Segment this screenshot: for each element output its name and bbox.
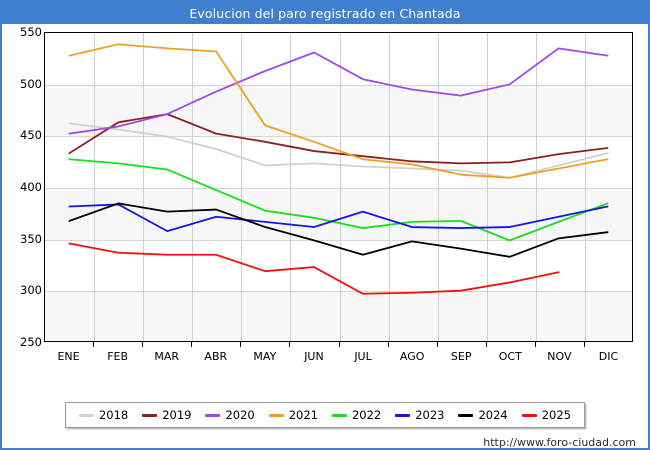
plot-area: [44, 32, 633, 342]
plot-band: [45, 84, 632, 137]
gridline-vertical: [192, 33, 194, 341]
legend-label: 2025: [541, 408, 572, 422]
x-axis-tick-label: OCT: [498, 350, 522, 363]
legend-swatch-icon: [521, 413, 537, 417]
x-axis-tick-label: JUL: [354, 350, 372, 363]
legend-label: 2022: [351, 408, 382, 422]
x-axis-tick-label: MAY: [253, 350, 277, 363]
legend-item-2025[interactable]: 2025: [521, 408, 572, 422]
gridline-vertical: [388, 33, 390, 341]
y-axis-labels: 250 300 350 400 450 500 550: [2, 25, 42, 349]
x-axis-tick-label: FEB: [107, 350, 129, 363]
x-axis-tick: [289, 342, 291, 347]
y-axis-tick-label: 400: [20, 180, 42, 194]
x-axis-tick: [93, 342, 95, 347]
x-axis-tick: [387, 342, 389, 347]
legend-swatch-icon: [331, 413, 347, 417]
chart-legend: 2018 2019 2020 2021 2022 2023 2024 2025: [65, 402, 585, 428]
series-line-2024: [69, 203, 607, 256]
y-axis-tick-label: 550: [20, 25, 42, 39]
x-axis-tick-label: SEP: [450, 350, 472, 363]
y-axis-tick-label: 450: [20, 128, 42, 143]
x-axis-tick: [583, 342, 585, 347]
legend-item-2024[interactable]: 2024: [458, 408, 508, 422]
chart-container: 250 300 350 400 450 500 550 ENE FEB MAR ABR MAY JUN…: [2, 24, 648, 448]
gridline-horizontal: [45, 239, 632, 241]
gridline-vertical: [143, 33, 145, 341]
x-axis-tick-label: JUN: [304, 350, 324, 363]
x-axis-tick-label: NOV: [547, 350, 572, 363]
y-axis-tick-label: 300: [20, 283, 42, 298]
legend-item-2023[interactable]: 2023: [395, 408, 445, 422]
gridline-vertical: [535, 33, 537, 341]
legend-swatch-icon: [142, 413, 158, 417]
source-url: http://www.foro-ciudad.com: [483, 436, 636, 449]
gridline-horizontal: [45, 188, 632, 189]
legend-swatch-icon: [458, 413, 474, 417]
legend-label: 2020: [225, 408, 255, 422]
series-line-2022: [69, 159, 607, 240]
series-line-2023: [69, 204, 607, 231]
gridline-horizontal: [45, 84, 632, 86]
gridline-vertical: [290, 33, 292, 341]
gridline-vertical: [584, 33, 586, 341]
legend-swatch-icon: [205, 413, 221, 417]
legend-item-2019[interactable]: 2019: [142, 408, 192, 422]
legend-label: 2018: [98, 408, 129, 422]
legend-item-2021[interactable]: 2021: [268, 408, 319, 422]
legend-item-2022[interactable]: 2022: [331, 408, 382, 422]
legend-swatch-icon: [395, 413, 411, 417]
legend-label: 2024: [478, 408, 508, 422]
legend-label: 2021: [288, 408, 319, 422]
gridline-horizontal: [45, 291, 632, 293]
x-axis-labels: ENE FEB MAR ABR MAY JUN JUL AGO SEP OCT NOV DIC: [44, 350, 633, 368]
gridline-horizontal: [45, 136, 632, 138]
x-axis-tick: [240, 342, 242, 347]
series-line-2021: [69, 44, 607, 177]
gridline-vertical: [94, 33, 96, 341]
x-axis-tick: [485, 342, 487, 347]
legend-label: 2019: [162, 408, 192, 422]
plot-band: [45, 291, 632, 341]
legend-swatch-icon: [78, 413, 94, 417]
x-axis-tick-label: DIC: [598, 350, 619, 363]
x-axis-tick: [142, 342, 144, 347]
series-line-2025: [69, 243, 558, 293]
x-axis-tick-label: MAR: [154, 350, 180, 363]
x-axis-tick: [191, 342, 193, 347]
x-axis-tick: [436, 342, 438, 347]
y-axis-tick-label: 250: [20, 335, 42, 349]
gridline-vertical: [486, 33, 488, 341]
legend-swatch-icon: [268, 413, 284, 417]
x-axis-tick: [338, 342, 340, 347]
page-title: Evolucion del paro registrado en Chantad…: [189, 5, 461, 21]
x-axis-tick-label: AGO: [399, 350, 425, 363]
series-line-2020: [69, 48, 607, 133]
x-axis-tick: [534, 342, 536, 347]
series-line-2019: [69, 114, 607, 163]
x-axis-tick-label: ENE: [57, 350, 80, 363]
gridline-vertical: [241, 33, 243, 341]
legend-item-2020[interactable]: 2020: [205, 408, 255, 422]
window-title-bar: Evolucion del paro registrado en Chantad…: [2, 2, 648, 24]
legend-item-2018[interactable]: 2018: [78, 408, 129, 422]
x-axis-tick-label: ABR: [204, 350, 228, 363]
series-lines: [45, 33, 632, 341]
legend-label: 2023: [415, 408, 445, 422]
gridline-vertical: [437, 33, 439, 341]
gridline-vertical: [339, 33, 341, 341]
y-axis-tick-label: 500: [20, 76, 42, 91]
y-axis-tick-label: 350: [20, 231, 42, 246]
x-axis-ticks: [44, 342, 633, 348]
